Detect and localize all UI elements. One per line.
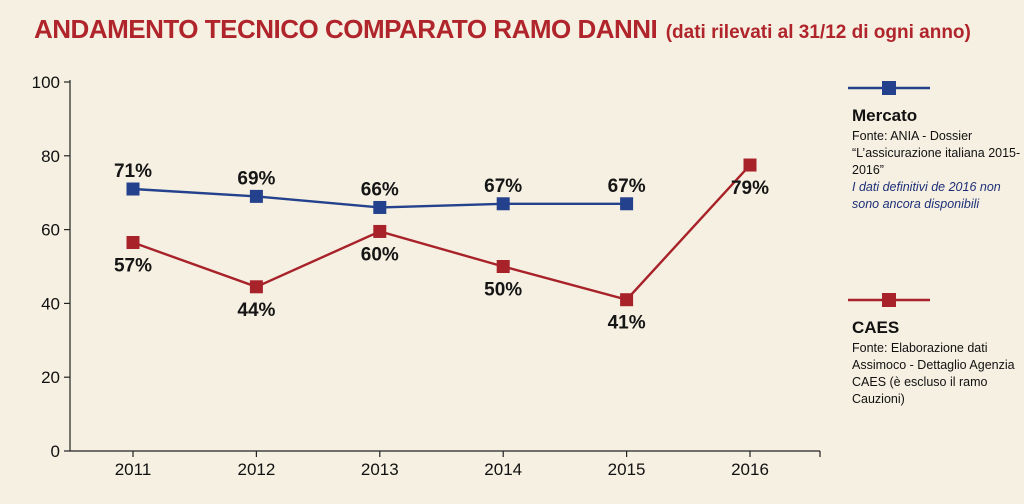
legend-mercato-marker xyxy=(848,81,930,95)
data-point-caes xyxy=(249,280,263,294)
x-tick-label: 2013 xyxy=(361,460,399,479)
x-tick-label: 2011 xyxy=(115,460,152,479)
y-tick-label: 60 xyxy=(41,221,60,240)
x-tick-label: 2012 xyxy=(237,460,275,479)
y-tick-label: 20 xyxy=(41,368,60,387)
data-label-mercato: 71% xyxy=(114,161,152,182)
data-point-mercato xyxy=(249,189,263,203)
data-label-caes: 41% xyxy=(608,313,646,334)
data-point-mercato xyxy=(620,197,634,211)
y-tick-label: 40 xyxy=(41,294,60,313)
legend-caes-source: Fonte: Elaborazione dati Assimoco - Dett… xyxy=(852,341,1015,406)
chart-title-main: ANDAMENTO TECNICO COMPARATO RAMO DANNI xyxy=(34,14,658,44)
y-tick-label: 0 xyxy=(51,442,60,461)
data-label-mercato: 67% xyxy=(608,176,646,197)
x-tick-label: 2014 xyxy=(484,460,522,479)
data-point-caes xyxy=(620,293,634,307)
legend-caes-marker xyxy=(848,293,930,307)
legend-caes: CAES Fonte: Elaborazione dati Assimoco -… xyxy=(848,292,1022,408)
data-point-caes xyxy=(373,224,387,238)
data-label-caes: 79% xyxy=(731,178,769,199)
legend-mercato-source: Fonte: ANIA - Dossier “L’assicurazione i… xyxy=(852,129,1021,177)
data-point-mercato xyxy=(496,197,510,211)
data-label-mercato: 69% xyxy=(237,168,275,189)
legend-mercato-note: I dati definitivi de 2016 non sono ancor… xyxy=(852,180,1001,211)
data-point-mercato xyxy=(126,182,140,196)
data-label-caes: 44% xyxy=(237,300,275,321)
series-line-caes xyxy=(132,164,751,302)
y-tick-label: 100 xyxy=(32,73,60,92)
x-tick-label: 2016 xyxy=(731,460,769,479)
data-point-mercato xyxy=(373,200,387,214)
data-point-caes xyxy=(743,158,757,172)
data-label-caes: 60% xyxy=(361,244,399,265)
data-point-caes xyxy=(126,236,140,250)
x-tick-label: 2015 xyxy=(608,460,646,479)
data-point-caes xyxy=(496,260,510,273)
y-tick-label: 80 xyxy=(41,147,60,166)
data-label-caes: 50% xyxy=(484,280,522,301)
legend-mercato-name: Mercato xyxy=(852,106,918,125)
chart-subtitle: (dati rilevati al 31/12 di ogni anno) xyxy=(665,22,971,43)
legend-mercato: Mercato Fonte: ANIA - Dossier “L’assicur… xyxy=(848,80,1022,213)
chart-title: ANDAMENTO TECNICO COMPARATO RAMO DANNI (… xyxy=(34,14,971,45)
data-label-mercato: 66% xyxy=(361,179,399,200)
legend-caes-name: CAES xyxy=(852,318,900,337)
data-label-mercato: 67% xyxy=(484,176,522,197)
data-label-caes: 57% xyxy=(114,256,152,277)
